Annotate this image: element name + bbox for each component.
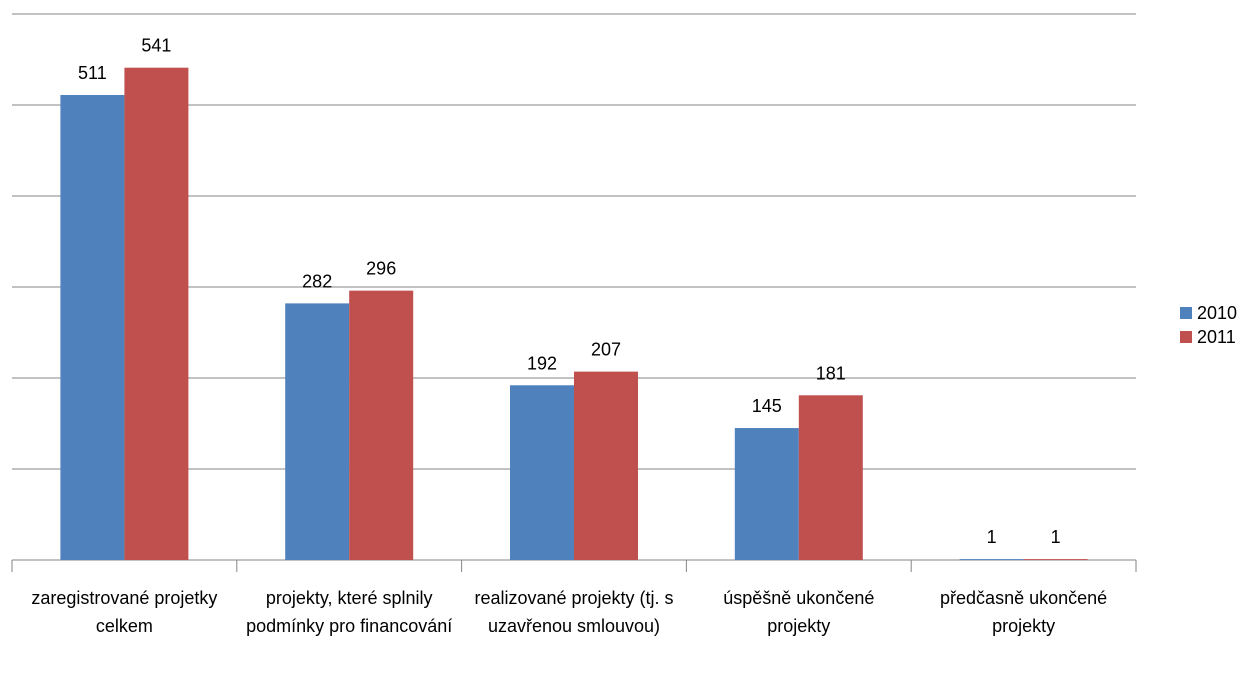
data-label: 1 (987, 527, 997, 547)
x-tick-label: předčasně ukončené projekty (940, 588, 1108, 636)
legend-label: 2011 (1197, 327, 1236, 347)
legend-swatch (1180, 331, 1192, 343)
bar (798, 395, 863, 560)
x-tick-label: zaregistrované projetky celkem (31, 588, 218, 636)
bar (285, 303, 350, 560)
data-label: 181 (816, 363, 846, 383)
legend-swatch (1180, 307, 1192, 319)
data-label: 511 (78, 63, 107, 83)
legend-label: 2010 (1197, 303, 1237, 323)
bar (124, 67, 189, 560)
bar (959, 559, 1024, 560)
data-label: 296 (366, 259, 396, 279)
data-label: 145 (752, 396, 782, 416)
bar (349, 290, 414, 560)
bar (574, 371, 638, 560)
data-label: 207 (591, 340, 621, 360)
data-label: 282 (302, 271, 332, 291)
bar (1023, 559, 1088, 560)
bar (734, 428, 799, 560)
bar (60, 94, 125, 561)
x-tick-label: úspěšně ukončené projekty (723, 588, 875, 636)
data-label: 192 (527, 353, 557, 373)
x-tick-label: realizované projekty (tj. s uzavřenou sm… (474, 588, 674, 636)
x-tick-label: projekty, které splnily podmínky pro fin… (246, 588, 453, 636)
data-label: 541 (141, 36, 171, 56)
bar (510, 385, 574, 560)
data-label: 1 (1051, 527, 1061, 547)
